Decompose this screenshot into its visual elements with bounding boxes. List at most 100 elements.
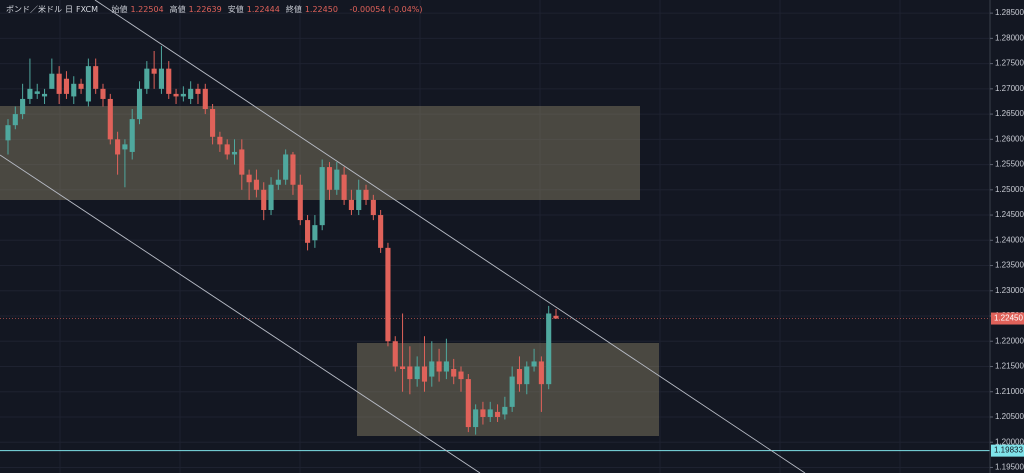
- ohlc-label: 高値: [169, 5, 186, 14]
- ohlc-label: 安値: [227, 5, 244, 14]
- candle-body: [290, 154, 296, 185]
- candle-body: [531, 361, 537, 367]
- source: FXCM: [76, 5, 98, 14]
- candle-body: [436, 361, 442, 372]
- candle-body: [71, 83, 77, 97]
- candle-body: [224, 144, 230, 155]
- y-tick-label: 1.28000: [995, 33, 1024, 42]
- candle-body: [480, 409, 486, 417]
- candle-body: [239, 149, 245, 175]
- candle-body: [297, 184, 303, 221]
- candle-body: [210, 109, 216, 137]
- candle-body: [473, 409, 479, 428]
- candle-body: [378, 215, 384, 248]
- candle-body: [115, 139, 121, 155]
- candle-body: [538, 361, 544, 385]
- candle-body: [494, 411, 501, 417]
- y-tick-label: 1.26000: [995, 134, 1024, 143]
- candle-body: [370, 199, 376, 216]
- candle-body: [151, 68, 157, 74]
- price-axis: [990, 0, 1024, 473]
- candle-body: [268, 184, 274, 210]
- candle-body: [12, 114, 18, 126]
- candle-body: [85, 66, 91, 102]
- header: ポンド／米ドル日 FXCM 始値 1.22504 高値 1.22639 安値 1.22444…: [6, 4, 429, 15]
- candle-body: [217, 136, 223, 145]
- candle-body: [63, 78, 70, 94]
- candle-body: [392, 341, 398, 367]
- ohlc: 始値 1.22504 高値 1.22639 安値 1.22444 終値 1.22450: [112, 5, 344, 14]
- candle-body: [524, 366, 530, 385]
- y-tick-label: 1.20500: [995, 412, 1024, 421]
- candle-body: [305, 220, 311, 243]
- y-tick-label: 1.23000: [995, 286, 1024, 295]
- candle-body: [429, 361, 435, 377]
- candle-body: [93, 66, 99, 89]
- candle-body: [400, 366, 406, 370]
- price-label-box: [991, 444, 1024, 457]
- y-tick-label: 1.21500: [995, 362, 1024, 371]
- y-tick-label: 1.24500: [995, 210, 1024, 219]
- candle-body: [334, 169, 340, 190]
- symbol[interactable]: ポンド／米ドル日 FXCM: [6, 5, 101, 14]
- candle-body: [78, 83, 84, 89]
- y-tick-label: 1.25500: [995, 160, 1024, 169]
- candle-body: [487, 409, 493, 417]
- candle-body: [319, 167, 325, 226]
- y-tick-label: 1.19500: [995, 463, 1024, 472]
- candle-body: [546, 313, 552, 385]
- candle-body: [246, 174, 252, 183]
- y-tick-label: 1.24000: [995, 235, 1024, 244]
- price-label: 1.22450: [994, 314, 1023, 323]
- zone-box[interactable]: [357, 343, 659, 436]
- candle-body: [144, 68, 150, 89]
- candle-body: [407, 366, 413, 380]
- y-tick-label: 1.20000: [995, 437, 1024, 446]
- candle-body: [275, 179, 281, 185]
- candle-body: [502, 406, 508, 415]
- candle-body: [261, 189, 267, 210]
- change: -0.00054 (-0.04%): [349, 5, 423, 14]
- candle-body: [509, 376, 515, 407]
- candle-body: [20, 98, 26, 115]
- candle-body: [136, 88, 143, 120]
- candle-body: [27, 88, 33, 99]
- candle-body: [158, 68, 164, 89]
- ohlc-value: 1.22444: [246, 5, 280, 14]
- candle-body: [5, 125, 11, 141]
- candle-body: [516, 369, 523, 385]
- trend-line[interactable]: [94, 0, 806, 473]
- y-tick-label: 1.22000: [995, 336, 1024, 345]
- candle-body: [100, 88, 106, 99]
- ohlc-value: 1.22450: [304, 5, 338, 14]
- candle-body: [356, 189, 362, 210]
- trend-line[interactable]: [0, 154, 481, 473]
- candle-body: [458, 371, 464, 380]
- y-tick-label: 1.28500: [995, 8, 1024, 17]
- candle-body: [180, 93, 186, 97]
- candle-body: [129, 119, 135, 152]
- candle-body: [363, 189, 369, 200]
- candle-body: [465, 379, 471, 428]
- candle-body: [312, 225, 318, 241]
- candle-body: [443, 361, 449, 372]
- candle-body: [553, 315, 559, 319]
- candle-body: [107, 98, 113, 140]
- candle-body: [202, 88, 208, 110]
- symbol-name: ポンド／米ドル: [6, 5, 62, 14]
- ohlc-label: 終値: [285, 5, 302, 14]
- candle-body: [341, 174, 347, 200]
- y-tick-label: 1.25000: [995, 185, 1024, 194]
- candle-body: [414, 366, 420, 380]
- candle-body: [231, 151, 238, 155]
- candle-body: [41, 93, 48, 97]
- candle-body: [173, 93, 179, 97]
- ohlc-value: 1.22639: [188, 5, 222, 14]
- candle-body: [166, 68, 172, 94]
- price-label-box: [991, 312, 1024, 325]
- candle-body: [188, 88, 194, 99]
- y-tick-label: 1.27500: [995, 59, 1024, 68]
- candle-body: [49, 73, 55, 89]
- candle-body: [34, 91, 40, 94]
